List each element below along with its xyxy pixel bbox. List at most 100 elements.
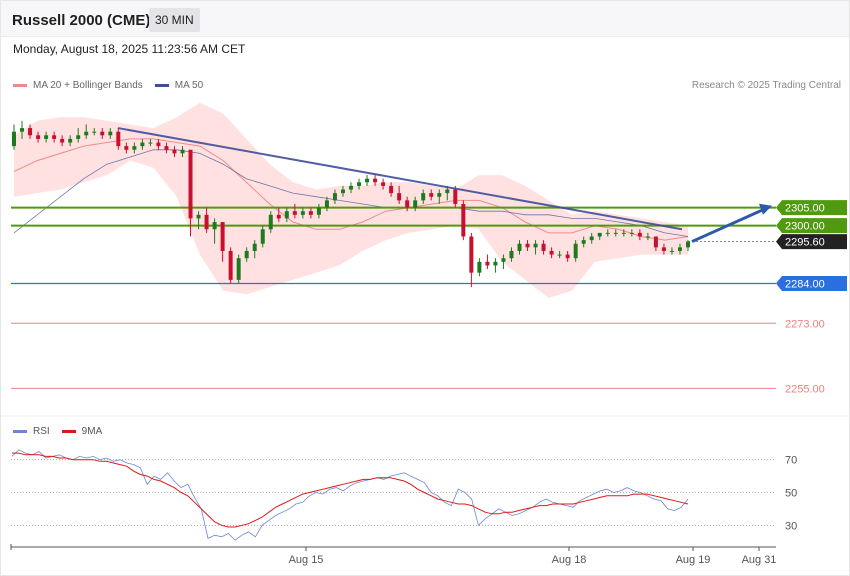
candle-body [389, 185, 394, 194]
candle-body [28, 128, 33, 136]
candle-body [172, 149, 177, 154]
candle-body [116, 131, 121, 147]
candle-body [445, 189, 450, 194]
candle-body [349, 185, 353, 190]
rsi-swatch [13, 430, 27, 433]
projection-arrow-head [759, 203, 772, 215]
legend-rsi-ma: 9MA [61, 426, 102, 437]
candle-body [300, 211, 305, 215]
candle-body [100, 131, 105, 136]
candle-body [332, 193, 337, 201]
rsi-label: RSI [33, 426, 50, 437]
candle-body [156, 142, 161, 147]
candle-body [276, 214, 281, 219]
price-tag-label: 2305.00 [785, 203, 825, 215]
price-tag-box [776, 234, 847, 250]
x-tick-label: Aug 18 [552, 554, 587, 566]
candle-body [132, 146, 137, 150]
candle-body [140, 142, 145, 147]
candle-body [653, 236, 658, 248]
candle-body [268, 214, 273, 230]
candle-body [236, 258, 241, 280]
price-tag-label: 2255.00 [785, 383, 825, 395]
legend-ma20: MA 20 + Bollinger Bands [13, 80, 143, 91]
candle-body [212, 222, 217, 230]
candle-body [453, 189, 458, 204]
candle-body [565, 254, 570, 259]
candle-body [108, 131, 113, 136]
rsi-tick-label: 50 [785, 488, 797, 500]
candle-body [549, 250, 554, 255]
price-tag-box [776, 218, 847, 234]
ma50-label: MA 50 [174, 80, 204, 91]
candle-body [533, 243, 538, 248]
candle-body [92, 131, 97, 133]
candle-body [645, 236, 650, 238]
price-tag-label: 2284.00 [785, 278, 825, 290]
candle-body [661, 247, 666, 251]
price-level-tag: 2255.00 [785, 383, 825, 395]
candle-body [84, 131, 89, 136]
candle-body [76, 135, 81, 139]
rsi-tick-label: 70 [785, 455, 797, 467]
price-tag-label: 2273.00 [785, 318, 825, 330]
price-tag-label: 2295.60 [785, 237, 825, 249]
legend-ma50: MA 50 [154, 80, 204, 91]
credit-text: Research © 2025 Trading Central [691, 80, 841, 91]
candle-body [340, 189, 345, 194]
projection-arrow-shaft [691, 207, 765, 243]
price-level-tag: 2300.00 [776, 218, 847, 234]
candle-body [573, 243, 578, 259]
candle-body [324, 200, 329, 208]
candle-body [124, 146, 129, 150]
candle-body [52, 135, 57, 139]
candle-body [525, 243, 530, 248]
candle-body [68, 138, 73, 143]
candle-body [20, 128, 25, 132]
candle-body [589, 236, 594, 241]
candle-body [252, 243, 257, 251]
candle-body [148, 142, 153, 144]
candle-body [509, 250, 514, 259]
rsi-legend: RSI 9MA [13, 426, 114, 437]
candle-body [469, 236, 474, 273]
candle-body [429, 193, 434, 197]
price-tag-label: 2300.00 [785, 221, 825, 233]
ma20-swatch [13, 84, 27, 87]
interval-badge[interactable]: 30 MIN [149, 8, 200, 32]
x-tick-label: Aug 15 [289, 554, 324, 566]
candle-body [405, 200, 410, 208]
ma50-line [13, 149, 689, 237]
candle-body [12, 131, 16, 147]
x-tick-label: Aug 19 [676, 554, 711, 566]
candle-body [437, 193, 442, 197]
candle-body [36, 135, 41, 139]
price-tag-box [776, 275, 847, 291]
price-level-tag: 2284.00 [776, 275, 847, 291]
candle-body [605, 232, 610, 234]
candle-body [613, 232, 618, 234]
candle-body [637, 232, 642, 237]
candle-body [204, 214, 209, 230]
rsi-line [11, 449, 689, 541]
trendline [117, 127, 683, 231]
candle-body [180, 149, 185, 154]
candle-body [621, 232, 626, 234]
candle-body [493, 261, 498, 266]
x-tick-label: Aug 31 [742, 554, 777, 566]
candle-body [220, 222, 225, 251]
candle-body [292, 211, 297, 215]
candle-body [629, 232, 634, 234]
rsi-tick-label: 30 [785, 520, 797, 532]
ma20-label: MA 20 + Bollinger Bands [33, 80, 143, 91]
candle-body [597, 232, 602, 237]
candle-body [164, 146, 169, 150]
rsi-ma-swatch [61, 430, 76, 433]
candle-body [517, 243, 522, 251]
rsi-ma-line [12, 452, 689, 528]
candle-body [244, 250, 249, 259]
legend-rsi: RSI [13, 426, 50, 437]
price-level-tag: 2273.00 [785, 318, 825, 330]
price-level-tag: 2295.60 [776, 234, 847, 250]
